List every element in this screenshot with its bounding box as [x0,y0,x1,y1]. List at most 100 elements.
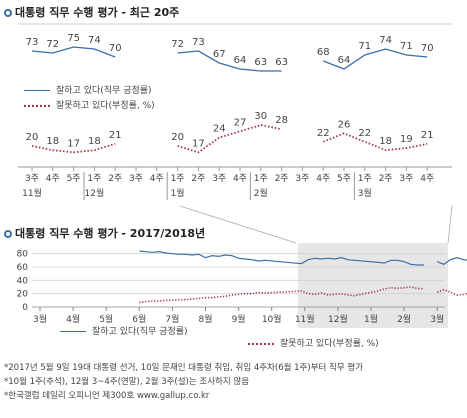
x-tick-label-month: 2월 [397,313,411,325]
x-tick-label-week: 3주 [25,173,39,184]
x-tick-label-week: 3주 [212,173,226,184]
x-tick-label-week: 5주 [67,173,81,184]
x-tick-label-week: 4주 [46,173,60,184]
negative-data-label: 22 [358,128,371,139]
legend-negative-top: 잘못하고 있다(부정률, %) [24,98,155,111]
x-tick-label-week: 2주 [191,173,205,184]
positive-data-label: 73 [192,37,205,48]
negative-data-label: 19 [400,134,413,145]
x-tick-label-week: 4주 [420,173,434,184]
legend-solid-line-icon [24,90,50,91]
x-tick-label-month: 8월 [198,313,212,325]
legend-positive-bottom: 잘하고 있다(직무 긍정률) [60,324,188,337]
x-tick-label-month: 9월 [232,313,246,325]
x-tick-label-week: 3주 [399,173,413,184]
x-tick-label-month: 7월 [165,313,179,325]
x-tick-label-month: 11월 [295,313,315,325]
title-bullet-icon [4,230,12,238]
footnotes: *2017년 5월 9일 19대 대통령 선거, 10일 문재인 대통령 취임,… [4,361,363,403]
positive-data-label: 72 [171,39,184,50]
recent-20-weeks-chart: 3주 4주 5주 1주 2주 3주 4주 1주 2주 3주 4주 1주 2주 3주 4주 5주 1주 2주 3주 4주… [18,23,452,200]
x-tick-label-week: 4주 [316,173,330,184]
negative-data-label: 17 [67,138,80,149]
x-tick-label-week: 1주 [254,173,268,184]
negative-data-label: 24 [213,124,226,135]
legend-negative-bottom: 잘못하고 있다(부정률, %) [248,336,379,349]
x-tick-label-week: 1주 [87,173,101,184]
x-tick-label-month: 10월 [262,313,282,325]
positive-series-line [31,46,116,58]
legend-negative-label-bottom: 잘못하고 있다(부정률, %) [280,339,379,349]
negative-data-label: 18 [88,136,101,147]
positive-data-label: 64 [234,55,247,66]
negative-series-line [436,288,467,296]
footnote-1: *2017년 5월 9일 19대 대통령 선거, 10일 문재인 대통령 취임,… [4,363,364,373]
legend-negative-label: 잘못하고 있다(부정률, %) [56,101,155,111]
x-tick-label-week: 5주 [337,173,351,184]
negative-series-line [322,132,428,152]
positive-data-label: 72 [46,39,59,50]
x-tick-label-week: 4주 [150,173,164,184]
negative-data-label: 18 [379,136,392,147]
x-tick-label-week: 1주 [358,173,372,184]
x-tick-label-week: 2주 [379,173,393,184]
y-tick-label: 0 [22,303,28,313]
x-tick-label-month: 6월 [132,313,146,325]
positive-data-label: 70 [109,43,122,54]
negative-data-label: 21 [109,130,122,141]
footnote-2: *10월 1주(추석), 12월 3~4주(연말), 2월 3주(설)는 조사하… [4,377,250,387]
x-tick-label-week: 2주 [275,173,289,184]
legend-positive-top: 잘하고 있다(직무 긍정률) [24,83,152,96]
recent-period-shading [298,243,448,328]
title-bullet-icon [4,9,12,17]
x-tick-label-month: 11월 [22,187,42,199]
zoom-connector-left [179,205,297,244]
positive-data-label: 68 [317,47,330,58]
chart-title-annual-text: 대통령 직무 수행 평가 - 2017/2018년 [15,227,206,240]
x-tick-label-month: 4월 [66,313,80,325]
zoom-connector-right [447,205,453,244]
x-tick-label-week: 2주 [108,173,122,184]
legend-solid-line-icon [60,331,86,332]
x-tick-label-week: 4주 [233,173,247,184]
y-tick-label: 60 [17,263,29,273]
x-tick-label-month: 2월 [254,187,268,199]
x-tick-label-month: 1월 [364,313,378,325]
positive-data-label: 70 [421,43,434,54]
negative-data-label: 21 [421,130,434,141]
x-tick-label-month: 3월 [358,187,372,199]
positive-data-label: 63 [254,57,267,68]
positive-data-label: 73 [26,37,39,48]
chart-title-annual: 대통령 직무 수행 평가 - 2017/2018년 [4,225,205,241]
legend-dotted-line-icon [248,342,274,345]
negative-data-label: 26 [338,119,351,130]
positive-series-line [322,48,428,70]
positive-data-label: 71 [400,41,413,52]
chart-title-recent-text: 대통령 직무 수행 평가 - 최근 20주 [15,6,180,19]
positive-data-label: 74 [88,35,101,46]
footnote-3: *한국갤럽 데일리 오피니언 제300호 www.gallup.co.kr [4,391,210,401]
x-tick-label-month: 3월 [430,313,444,325]
x-tick-label-week: 1주 [171,173,185,184]
y-tick-label: 20 [17,290,29,300]
annual-chart: 80 60 40 20 0 3월 4월 5월 6월 7월 8월 9월 10월 11월 12월 1월 2월 3월 [17,205,467,328]
legend-dotted-line-icon [24,104,50,107]
legend-positive-label-bottom: 잘하고 있다(직무 긍정률) [92,327,188,337]
negative-data-label: 20 [171,132,184,143]
x-tick-label-month: 3월 [33,313,47,325]
negative-data-label: 30 [254,111,267,122]
x-tick-label-week: 3주 [295,173,309,184]
x-tick-label-week: 3주 [129,173,143,184]
negative-data-label: 18 [46,136,59,147]
legend-positive-label: 잘하고 있다(직무 긍정률) [56,86,152,96]
chart-title-recent: 대통령 직무 수행 평가 - 최근 20주 [4,4,179,20]
positive-data-label: 74 [379,35,392,46]
positive-series-line [139,250,424,266]
negative-series-line [139,286,425,304]
x-tick-label-month: 12월 [85,187,105,199]
negative-series-line [31,143,116,154]
positive-data-label: 64 [338,55,351,66]
x-tick-label-month: 5월 [99,313,113,325]
negative-series-line [177,124,282,154]
x-tick-label-month: 1월 [171,187,185,199]
